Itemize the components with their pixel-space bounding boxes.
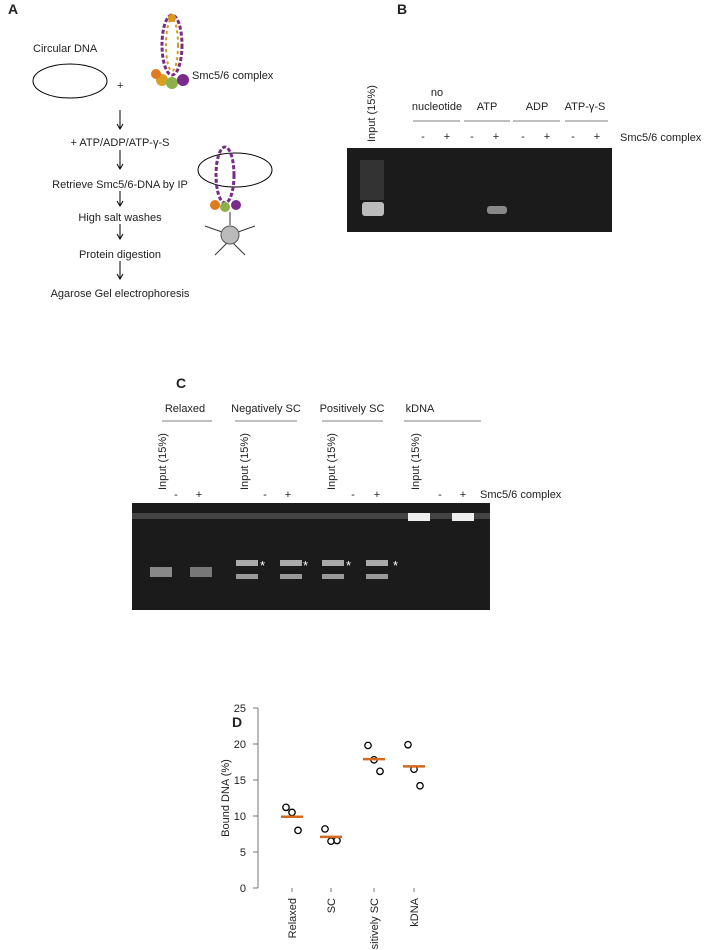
group-label: ADP: [526, 101, 549, 113]
gel-image: [132, 503, 490, 610]
lane-label: +: [444, 131, 450, 143]
replicate-point: [416, 781, 424, 790]
bound-icon: [197, 145, 273, 256]
step: Protein digestion: [79, 249, 161, 261]
step: + ATP/ADP/ATP-γ-S: [71, 137, 170, 149]
complex-label: Smc5/6 complex: [192, 70, 274, 82]
x-tick-label: SC: [326, 898, 338, 913]
row-label: Smc5/6 complex: [620, 132, 702, 144]
panel-label: D: [232, 714, 242, 730]
row-label: Smc5/6 complex: [480, 489, 562, 501]
y-tick-label: 5: [240, 847, 246, 859]
replicate-point: [282, 803, 290, 812]
group-label: Positively SC: [320, 403, 385, 415]
lane-label: +: [460, 489, 466, 501]
group-label: ATP: [477, 101, 498, 113]
input-label: Input (15%): [366, 85, 378, 142]
replicate-point: [364, 741, 372, 750]
asterisk: *: [346, 558, 351, 573]
complex-icon: [151, 13, 189, 89]
lane-label: +: [544, 131, 550, 143]
replicate-point: [404, 740, 412, 749]
group-label: Negatively SC: [231, 403, 301, 415]
arrows: [116, 110, 124, 280]
lane-label: -: [571, 131, 575, 143]
lane-label: -: [470, 131, 474, 143]
lane-label: +: [493, 131, 499, 143]
lane-label: -: [351, 489, 355, 501]
replicate-point: [288, 808, 296, 817]
lane-label: -: [521, 131, 525, 143]
group-label: Relaxed: [165, 403, 205, 415]
lane-label: -: [174, 489, 178, 501]
y-tick-label: 25: [234, 703, 246, 715]
y-tick-label: 0: [240, 883, 246, 895]
input-label: Input (15%): [239, 433, 251, 490]
asterisk: *: [303, 558, 308, 573]
plus: +: [117, 80, 123, 92]
x-tick-label: Relaxed: [287, 898, 299, 938]
replicate-point: [321, 825, 329, 833]
lane-labels: - + - + - + - +: [421, 131, 600, 143]
asterisk: *: [260, 558, 265, 573]
y-axis-title: Bound DNA (%): [220, 759, 232, 837]
gel-image: [347, 148, 612, 232]
panel-label: A: [8, 1, 18, 17]
dna-label: Circular DNA: [33, 43, 98, 55]
lane-label: +: [285, 489, 291, 501]
chart: 0 5 10 15 20 25 Relaxed SC Positively SC kDNA: [234, 703, 425, 950]
group-label: no: [431, 87, 443, 99]
step: Agarose Gel electrophoresis: [51, 288, 190, 300]
lane-label: +: [594, 131, 600, 143]
group-label: kDNA: [406, 403, 435, 415]
step: Retrieve Smc5/6-DNA by IP: [52, 179, 188, 191]
lane-labels: - + - + - + - +: [174, 489, 466, 501]
group-label: ATP-γ-S: [565, 101, 606, 113]
y-tick-label: 10: [234, 811, 246, 823]
panel-label: C: [176, 375, 186, 391]
y-tick-label: 15: [234, 775, 246, 787]
lane-label: -: [263, 489, 267, 501]
replicate-point: [376, 767, 384, 776]
lane-label: +: [196, 489, 202, 501]
x-tick-label: kDNA: [409, 897, 421, 926]
asterisk: *: [393, 558, 398, 573]
group-label: nucleotide: [412, 101, 462, 113]
panel-label: B: [397, 1, 407, 17]
lane-label: +: [374, 489, 380, 501]
input-label: Input (15%): [410, 433, 422, 490]
input-label: Input (15%): [157, 433, 169, 490]
replicate-point: [294, 826, 302, 835]
x-tick-label: Positively SC: [369, 898, 381, 950]
step: High salt washes: [78, 212, 162, 224]
lane-label: -: [438, 489, 442, 501]
dna-circle: [32, 63, 108, 99]
input-label: Input (15%): [326, 433, 338, 490]
lane-label: -: [421, 131, 425, 143]
y-tick-label: 20: [234, 739, 246, 751]
